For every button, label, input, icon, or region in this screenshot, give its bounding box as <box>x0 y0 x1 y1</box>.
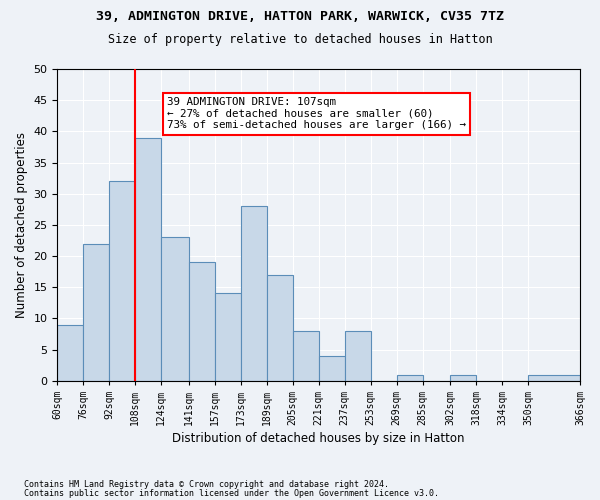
Bar <box>344 331 371 381</box>
Bar <box>189 262 215 381</box>
Text: 39, ADMINGTON DRIVE, HATTON PARK, WARWICK, CV35 7TZ: 39, ADMINGTON DRIVE, HATTON PARK, WARWIC… <box>96 10 504 23</box>
Bar <box>293 331 319 381</box>
Bar <box>109 181 136 381</box>
Bar <box>58 324 83 381</box>
Bar <box>215 294 241 381</box>
Bar <box>397 374 422 381</box>
Bar <box>267 275 293 381</box>
Y-axis label: Number of detached properties: Number of detached properties <box>15 132 28 318</box>
Bar <box>528 374 580 381</box>
Bar <box>161 238 189 381</box>
Text: Contains public sector information licensed under the Open Government Licence v3: Contains public sector information licen… <box>24 490 439 498</box>
Bar <box>241 206 267 381</box>
Bar <box>136 138 161 381</box>
Bar <box>83 244 109 381</box>
Bar <box>319 356 344 381</box>
Text: Size of property relative to detached houses in Hatton: Size of property relative to detached ho… <box>107 32 493 46</box>
Bar <box>450 374 476 381</box>
X-axis label: Distribution of detached houses by size in Hatton: Distribution of detached houses by size … <box>172 432 465 445</box>
Text: Contains HM Land Registry data © Crown copyright and database right 2024.: Contains HM Land Registry data © Crown c… <box>24 480 389 489</box>
Text: 39 ADMINGTON DRIVE: 107sqm
← 27% of detached houses are smaller (60)
73% of semi: 39 ADMINGTON DRIVE: 107sqm ← 27% of deta… <box>167 97 466 130</box>
